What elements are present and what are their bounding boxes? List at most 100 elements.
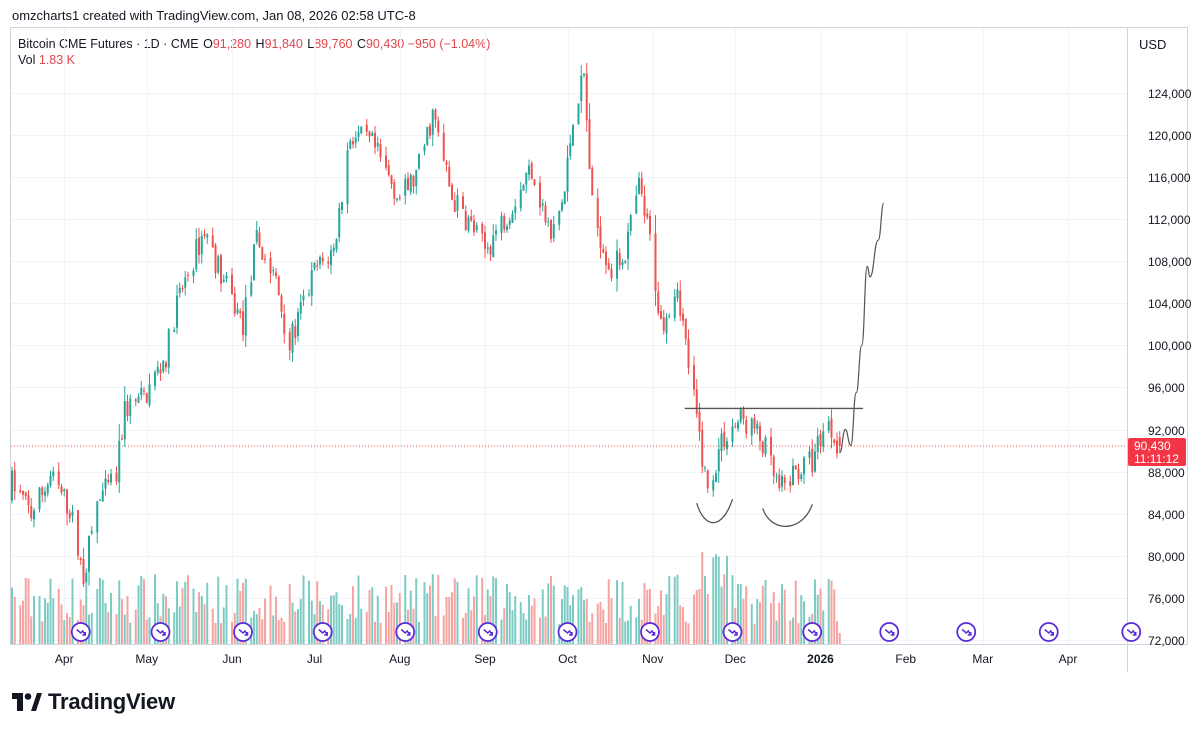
volume-bar <box>448 596 451 644</box>
candle-body <box>511 213 514 223</box>
candle-body <box>220 255 222 284</box>
tradingview-logo[interactable]: TradingView <box>12 689 175 715</box>
volume-bar <box>838 633 841 644</box>
candle-body <box>368 131 371 137</box>
volume-bar <box>379 622 382 644</box>
candle-body <box>800 474 803 479</box>
volume-bar <box>833 589 836 644</box>
candle-body <box>250 282 253 296</box>
volume-bar <box>530 605 533 644</box>
candle-body <box>506 226 508 230</box>
volume-bar <box>467 588 470 644</box>
volume-bar <box>514 596 517 644</box>
candle-body <box>550 219 552 240</box>
candle-body <box>291 323 294 353</box>
candle-body <box>162 360 165 372</box>
candle-body <box>451 184 453 200</box>
candle-body <box>96 501 99 533</box>
candle-body <box>610 268 613 279</box>
projection-path[interactable] <box>839 202 885 454</box>
candle-body <box>464 211 467 230</box>
close-label: C <box>356 37 366 51</box>
candle-body <box>473 220 475 233</box>
candle-body <box>522 185 525 191</box>
volume-bar <box>731 575 734 644</box>
event-marker-arrow <box>884 628 895 636</box>
volume-bar <box>495 578 497 644</box>
volume-bar <box>687 623 690 644</box>
candle-body <box>657 291 660 314</box>
candle-body <box>481 223 484 234</box>
x-tick-label: Feb <box>895 652 916 666</box>
candle-body <box>453 200 456 213</box>
candle-body <box>803 457 805 475</box>
candle-body <box>101 490 104 502</box>
candle-body <box>605 251 607 266</box>
cup-curve-2[interactable] <box>762 504 813 527</box>
volume-bar <box>85 578 88 644</box>
candle-body <box>66 489 68 514</box>
candle-body <box>706 470 709 489</box>
volume-bar <box>145 619 148 644</box>
symbol-name[interactable]: Bitcoin CME Futures · 1D · CME <box>18 37 199 51</box>
candle-body <box>233 293 236 314</box>
volume-bar <box>198 592 200 644</box>
volume-bar <box>717 556 720 644</box>
candle-body <box>68 512 71 519</box>
volume-value: 1.83 K <box>38 53 76 67</box>
volume-bar <box>387 611 390 644</box>
volume-bar <box>415 578 418 644</box>
volume-bar <box>451 592 453 644</box>
low-value: 89,760 <box>314 37 353 51</box>
candle-body <box>442 132 445 161</box>
volume-bar <box>192 588 195 644</box>
high-label: H <box>255 37 265 51</box>
candle-body <box>525 172 528 185</box>
volume-bar <box>173 612 176 644</box>
candle-body <box>239 311 242 314</box>
volume-bar <box>646 589 649 644</box>
volume-bar <box>682 607 684 644</box>
x-tick-label: Oct <box>558 652 577 666</box>
volume-bar <box>297 609 299 644</box>
y-tick-label: 116,000 <box>1148 171 1191 185</box>
volume-bar <box>533 598 536 644</box>
candle-body <box>398 197 401 199</box>
volume-bar <box>269 585 272 644</box>
y-tick-label: 72,000 <box>1148 634 1185 648</box>
y-tick-label: 88,000 <box>1148 466 1185 480</box>
candle-body <box>717 449 720 472</box>
symbol-legend: Bitcoin CME Futures · 1D · CME O91,280 H… <box>18 36 490 68</box>
candle-body <box>646 213 649 218</box>
candle-body <box>797 468 800 480</box>
candle-body <box>519 189 522 209</box>
x-axis: Apr May Jun Jul Aug Sep Oct Nov Dec 2026 Feb Mar Apr <box>55 652 1077 666</box>
volume-label[interactable]: Vol <box>18 53 36 67</box>
volume-bar <box>41 621 44 644</box>
volume-bar <box>789 620 792 644</box>
volume-bar <box>316 581 319 644</box>
volume-bar <box>107 612 110 644</box>
candle-body <box>192 270 195 277</box>
volume-bar <box>154 574 156 644</box>
candle-body <box>118 440 121 483</box>
volume-bar <box>679 605 682 644</box>
event-marker-arrow <box>156 628 166 636</box>
volume-bar <box>220 623 222 644</box>
candle-body <box>624 261 627 263</box>
volume-bar <box>22 600 24 644</box>
volume-bar <box>63 620 66 644</box>
cup-curve-1[interactable] <box>696 498 734 524</box>
volume-bar <box>134 609 137 644</box>
volume-bar <box>244 578 247 644</box>
currency-label[interactable]: USD <box>1139 37 1167 52</box>
candle-body <box>198 237 200 256</box>
volume-bar <box>195 612 198 644</box>
candle-body <box>253 244 255 280</box>
volume-bar <box>566 586 569 644</box>
volume-bar <box>643 582 646 644</box>
candle-body <box>90 530 93 534</box>
candle-body <box>561 202 563 211</box>
